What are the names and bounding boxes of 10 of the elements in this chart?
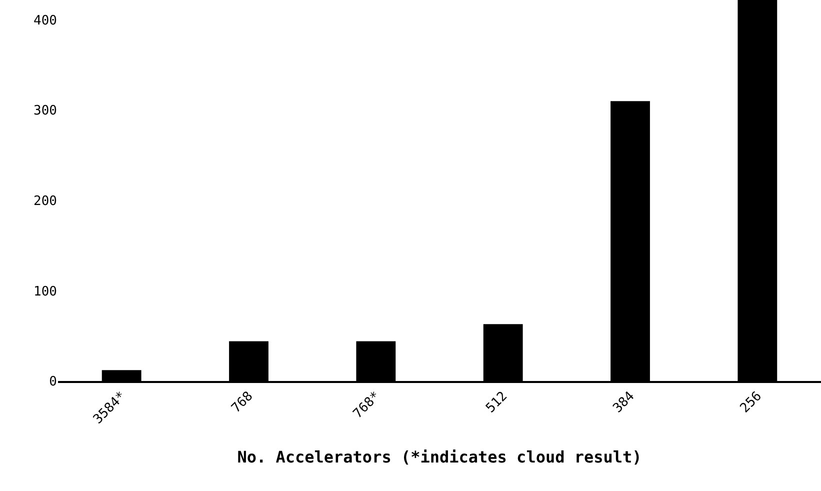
x-tick-label: 384: [610, 388, 638, 416]
y-tick-label: 0: [49, 374, 57, 390]
y-tick-label: 200: [34, 194, 57, 209]
y-tick-label: 100: [34, 284, 57, 300]
y-tick-label: 300: [34, 104, 57, 119]
x-axis-title: No. Accelerators (*indicates cloud result): [237, 447, 642, 466]
x-tick-label: 512: [483, 388, 511, 416]
y-tick-label: 400: [34, 13, 57, 28]
x-tick-label: 256: [738, 388, 765, 416]
x-tick-label: 768: [228, 388, 256, 416]
